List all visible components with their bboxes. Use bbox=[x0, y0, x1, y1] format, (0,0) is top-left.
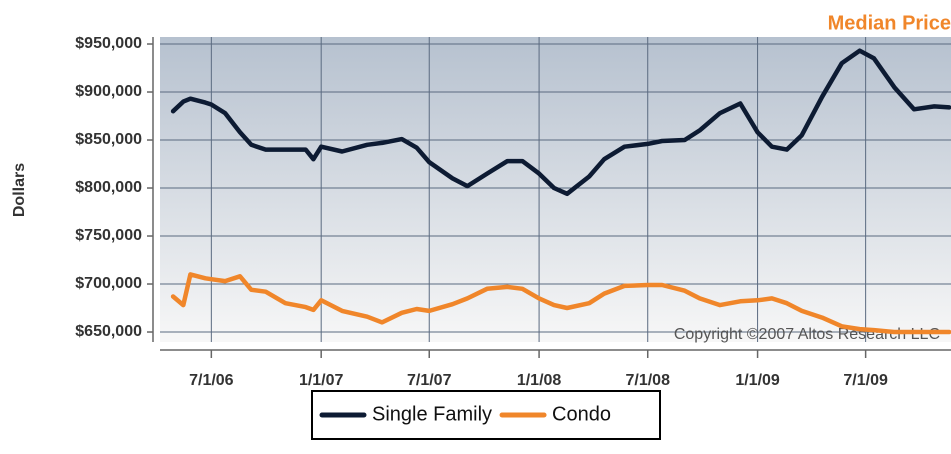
series-line bbox=[170, 272, 951, 335]
series-line bbox=[170, 48, 951, 197]
chart-title: Median Price bbox=[828, 12, 951, 34]
x-tick-label: 1/1/07 bbox=[299, 372, 344, 389]
y-axis-label: Dollars bbox=[11, 163, 28, 217]
y-tick-label: $700,000 bbox=[75, 275, 142, 292]
x-tick-label: 1/1/09 bbox=[735, 372, 780, 389]
y-tick-label: $950,000 bbox=[75, 35, 142, 52]
x-tick-label: 7/1/06 bbox=[189, 372, 234, 389]
y-tick-label: $900,000 bbox=[75, 83, 142, 100]
x-tick-label: 7/1/09 bbox=[843, 372, 888, 389]
y-tick-label: $650,000 bbox=[75, 323, 142, 340]
y-tick-label: $800,000 bbox=[75, 179, 142, 196]
legend: Single Family Condo bbox=[311, 390, 661, 440]
legend-label: Single Family bbox=[372, 403, 492, 425]
y-tick-label: $850,000 bbox=[75, 131, 142, 148]
x-tick-label: 7/1/08 bbox=[625, 372, 670, 389]
legend-label: Condo bbox=[552, 403, 611, 425]
y-tick-label: $750,000 bbox=[75, 227, 142, 244]
legend-box bbox=[311, 390, 661, 440]
x-tick-label: 7/1/07 bbox=[407, 372, 452, 389]
annotation: Copyright ©2007 Altos Research LLC bbox=[674, 326, 940, 343]
x-tick-label: 1/1/08 bbox=[517, 372, 562, 389]
